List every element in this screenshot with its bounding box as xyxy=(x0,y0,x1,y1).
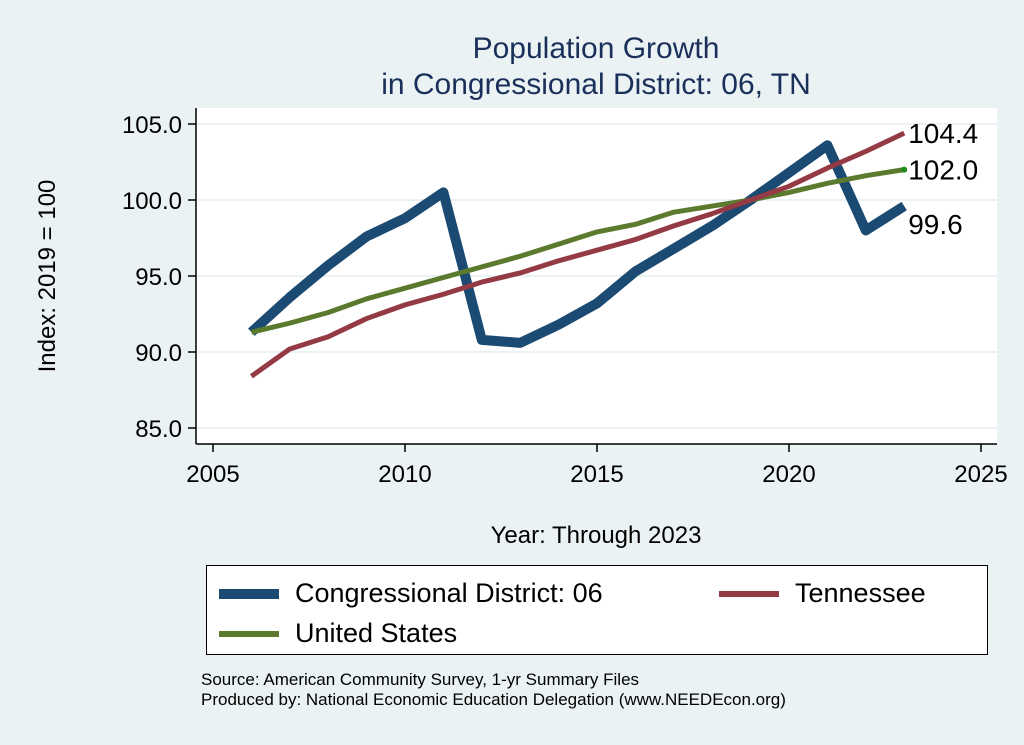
chart-title-line-1: Population Growth xyxy=(473,32,720,65)
series-line-united-states xyxy=(250,167,905,335)
series-line-tennessee xyxy=(249,130,906,379)
x-tick-label: 2025 xyxy=(954,461,1007,488)
y-axis-label: Index: 2019 = 100 xyxy=(34,180,61,373)
x-tick-label: 2010 xyxy=(378,461,431,488)
x-tick-label: 2005 xyxy=(186,461,239,488)
end-value-label: 102.0 xyxy=(908,155,978,186)
x-tick-label: 2015 xyxy=(570,461,623,488)
series-line-congressional-district-06 xyxy=(248,140,907,348)
end-marker xyxy=(901,166,908,173)
legend-swatch-tennessee xyxy=(719,590,779,597)
x-axis-label: Year: Through 2023 xyxy=(491,522,702,549)
producer-note: Produced by: National Economic Education… xyxy=(201,690,786,709)
y-tick-label: 95.0 xyxy=(135,264,182,291)
y-tick-label: 105.0 xyxy=(122,112,182,139)
legend-label-united-states: United States xyxy=(295,618,458,648)
chart-title-line-2: in Congressional District: 06, TN xyxy=(381,68,811,101)
x-tick-label: 2020 xyxy=(762,461,815,488)
y-tick-label: 100.0 xyxy=(122,188,182,215)
legend-label-tennessee: Tennessee xyxy=(795,578,926,608)
legend-label-district: Congressional District: 06 xyxy=(295,578,603,608)
y-tick-label: 85.0 xyxy=(135,416,182,443)
legend-swatch-united-states xyxy=(219,630,279,637)
footer: Source: American Community Survey, 1-yr … xyxy=(201,670,786,710)
legend-item-district: Congressional District: 06 xyxy=(219,578,603,609)
source-note: Source: American Community Survey, 1-yr … xyxy=(201,670,640,689)
legend-item-tennessee: Tennessee xyxy=(719,578,926,609)
legend-swatch-district xyxy=(219,588,279,599)
legend-item-united-states: United States xyxy=(219,618,457,649)
line-chart: Population Growth in Congressional Distr… xyxy=(34,32,1008,549)
end-value-label: 99.6 xyxy=(908,209,963,240)
legend: Congressional District: 06 Tennessee Uni… xyxy=(206,565,988,655)
end-value-label: 104.4 xyxy=(908,118,978,149)
y-tick-label: 90.0 xyxy=(135,340,182,367)
